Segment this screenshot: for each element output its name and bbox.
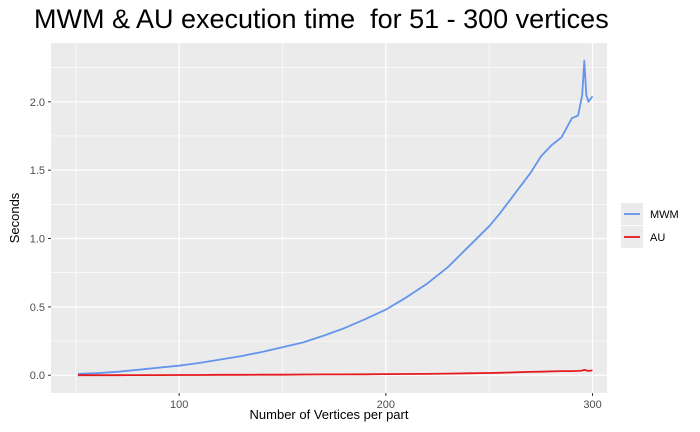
y-tick-label: 1.5: [30, 165, 45, 177]
y-tick-label: 0.5: [30, 302, 45, 314]
series-line-mwm: [77, 59, 594, 375]
chart-title: MWM & AU execution time for 51 - 300 ver…: [34, 4, 609, 34]
y-tick-label: 0.0: [30, 370, 45, 382]
x-axis-title: Number of Vertices per part: [250, 407, 409, 422]
x-tick-label: 300: [583, 399, 601, 411]
x-axis-ticks: 100 200 300: [170, 393, 602, 411]
legend-label-mwm: MWM: [650, 209, 679, 221]
y-axis-ticks: 0.0 0.5 1.0 1.5 2.0: [30, 97, 51, 382]
y-tick-label: 1.0: [30, 234, 45, 246]
plot-panel: [51, 43, 607, 393]
series-line-au: [77, 368, 593, 377]
series-layer: [77, 59, 594, 377]
y-tick-label: 2.0: [30, 97, 45, 109]
legend: MWM AU: [621, 203, 679, 248]
legend-label-au: AU: [650, 232, 665, 244]
x-tick-label: 200: [377, 399, 395, 411]
y-axis-title: Seconds: [7, 192, 22, 243]
x-tick-label: 100: [170, 399, 188, 411]
